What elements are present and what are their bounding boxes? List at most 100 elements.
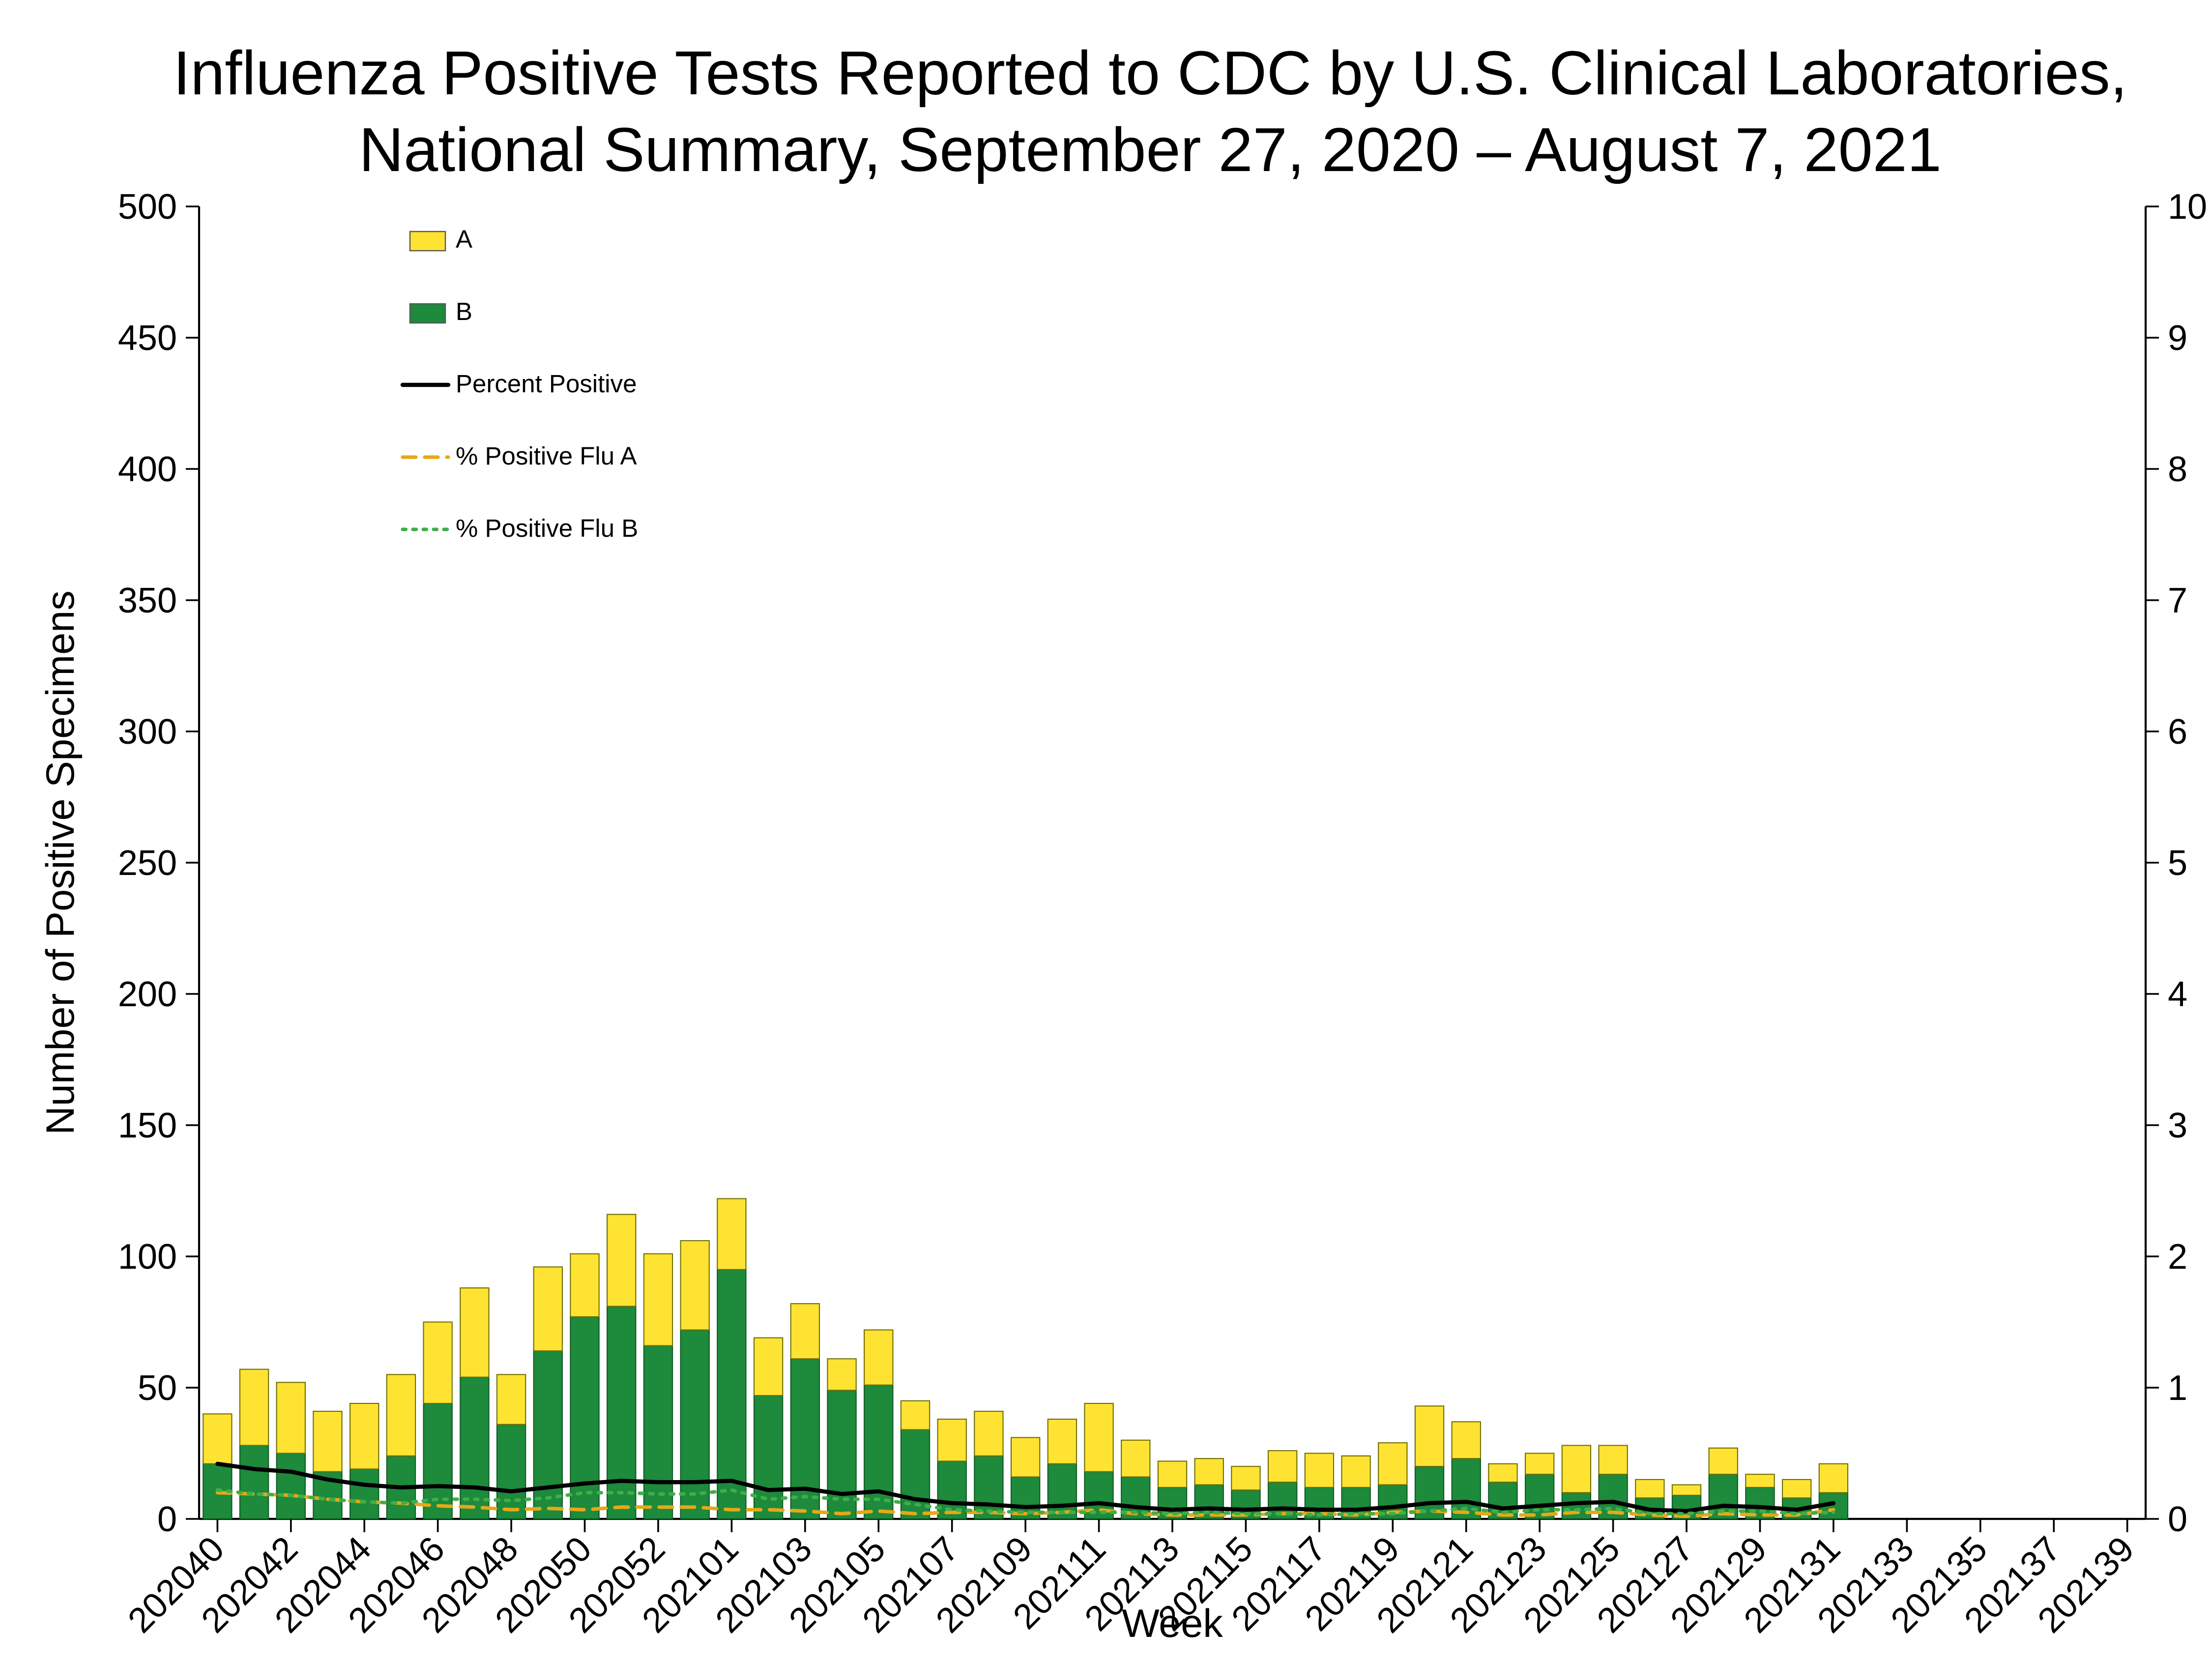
right-axis-tick-label: 5 (2168, 844, 2187, 883)
bar-flu-a (1341, 1455, 1371, 1488)
legend-label-positive-flu-b: % Positive Flu B (456, 514, 638, 542)
bar-flu-a (753, 1337, 784, 1397)
left-axis-tick-label: 100 (118, 1237, 177, 1277)
bar-flu-a (1635, 1479, 1665, 1499)
bar-flu-a (1488, 1463, 1518, 1483)
legend-item-b: B (409, 297, 472, 325)
chart-title-line2: National Summary, September 27, 2020 – A… (359, 115, 1942, 184)
right-axis-tick-label: 8 (2168, 450, 2187, 489)
legend-item-positive-flu-a: % Positive Flu A (401, 442, 637, 470)
bar-flu-b (570, 1316, 600, 1520)
bar-flu-b (239, 1445, 269, 1520)
bar-flu-b (717, 1269, 747, 1520)
bar-flu-a (386, 1374, 416, 1456)
bar-flu-a (423, 1321, 453, 1404)
bar-flu-a (827, 1358, 857, 1391)
bar-flu-b (607, 1306, 637, 1520)
bar-flu-a (937, 1419, 967, 1462)
bar-flu-a (1267, 1450, 1298, 1483)
bar-flu-a (643, 1253, 673, 1346)
bar-flu-a (1524, 1453, 1555, 1475)
legend-label-positive-flu-a: % Positive Flu A (456, 442, 637, 470)
positive-flu-a-line (215, 1491, 1835, 1518)
bar-flu-a (1781, 1479, 1812, 1499)
bar-flu-b (753, 1395, 784, 1520)
legend-item-percent-positive: Percent Positive (400, 370, 637, 398)
bar-flu-b (349, 1468, 379, 1520)
left-axis-tick-label: 250 (118, 844, 177, 883)
bar-flu-a (1818, 1463, 1849, 1493)
legend-swatch-a (409, 231, 446, 252)
bar-flu-a (1194, 1458, 1224, 1485)
bar-flu-a (1121, 1439, 1151, 1478)
chart-title-line1: Influenza Positive Tests Reported to CDC… (173, 38, 2127, 108)
plot-area: 0 50 100 150 200 250 300 350 400 450 500 0 1 2 3 4 5 6 7 8 9… (118, 187, 2207, 1640)
bar-flu-a (533, 1266, 563, 1352)
legend-label-a: A (456, 225, 472, 253)
right-axis-tick-label: 2 (2168, 1237, 2187, 1277)
right-axis-tick-label: 3 (2168, 1106, 2187, 1145)
bar-flu-a (1378, 1442, 1408, 1485)
bar-flu-a (460, 1287, 490, 1378)
legend-label-percent-positive: Percent Positive (456, 370, 637, 398)
left-axis-tick-label: 150 (118, 1106, 177, 1145)
right-axis-tick-label: 0 (2168, 1500, 2187, 1539)
bar-flu-a (1708, 1447, 1738, 1475)
bar-flu-a (1084, 1402, 1114, 1472)
bar-flu-b (864, 1384, 894, 1520)
positive-flu-b-line (215, 1488, 1835, 1517)
bar-flu-b (790, 1358, 820, 1520)
bar-flu-a (1157, 1460, 1188, 1488)
left-axis-tick-label: 500 (118, 187, 177, 227)
left-axis-tick-label: 400 (118, 450, 177, 489)
bar-flu-a (570, 1253, 600, 1317)
bar-flu-a (1414, 1405, 1445, 1467)
right-axis-tick-label: 7 (2168, 581, 2187, 620)
bar-flu-a (1010, 1437, 1041, 1478)
bar-flu-a (864, 1329, 894, 1386)
bar-flu-b (1524, 1474, 1555, 1520)
left-axis-tick-label: 0 (157, 1500, 177, 1539)
bar-flu-b (460, 1376, 490, 1520)
bar-flu-a (717, 1198, 747, 1270)
right-axis-tick-label: 6 (2168, 712, 2187, 752)
bar-flu-a (1671, 1484, 1702, 1496)
left-axis-tick-label: 50 (138, 1368, 177, 1408)
legend-label-b: B (456, 297, 472, 325)
right-axis-tick-label: 4 (2168, 975, 2187, 1014)
left-axis-tick-label: 350 (118, 581, 177, 620)
bar-flu-b (533, 1350, 563, 1520)
legend-item-a: A (409, 225, 472, 253)
percent-positive-line (215, 1461, 1836, 1513)
bar-flu-a (1598, 1445, 1628, 1475)
right-axis-tick-label: 1 (2168, 1368, 2187, 1408)
x-axis-label: Week (1122, 1601, 1223, 1646)
bar-flu-b (496, 1424, 526, 1520)
bar-flu-a (349, 1402, 379, 1470)
bar-flu-a (1047, 1419, 1077, 1464)
right-axis-tick-label: 9 (2168, 319, 2187, 358)
bar-flu-a (790, 1303, 820, 1360)
chart-legend: A B Percent Positive % Positive Flu A % Posi… (400, 225, 638, 542)
right-axis-tick-label: 10 (2168, 187, 2207, 227)
bar-flu-a (974, 1411, 1004, 1456)
stacked-bars (203, 1198, 1849, 1520)
bar-flu-a (1304, 1453, 1335, 1488)
left-axis-tick-label: 200 (118, 975, 177, 1014)
legend-item-positive-flu-b: % Positive Flu B (401, 514, 638, 542)
y-axis-label-left: Number of Positive Specimens (38, 590, 83, 1135)
bar-flu-a (680, 1240, 710, 1331)
legend-swatch-b (409, 303, 446, 324)
bar-flu-a (1231, 1466, 1261, 1491)
bar-flu-a (900, 1400, 931, 1430)
left-axis-tick-label: 300 (118, 712, 177, 752)
bar-flu-b (276, 1453, 306, 1520)
bar-flu-a (496, 1374, 526, 1425)
bar-flu-a (239, 1368, 269, 1446)
bar-flu-b (827, 1390, 857, 1520)
bar-flu-b (1047, 1463, 1077, 1520)
left-axis-tick-label: 450 (118, 319, 177, 358)
bar-flu-b (680, 1329, 710, 1520)
bar-flu-a (1561, 1445, 1592, 1493)
